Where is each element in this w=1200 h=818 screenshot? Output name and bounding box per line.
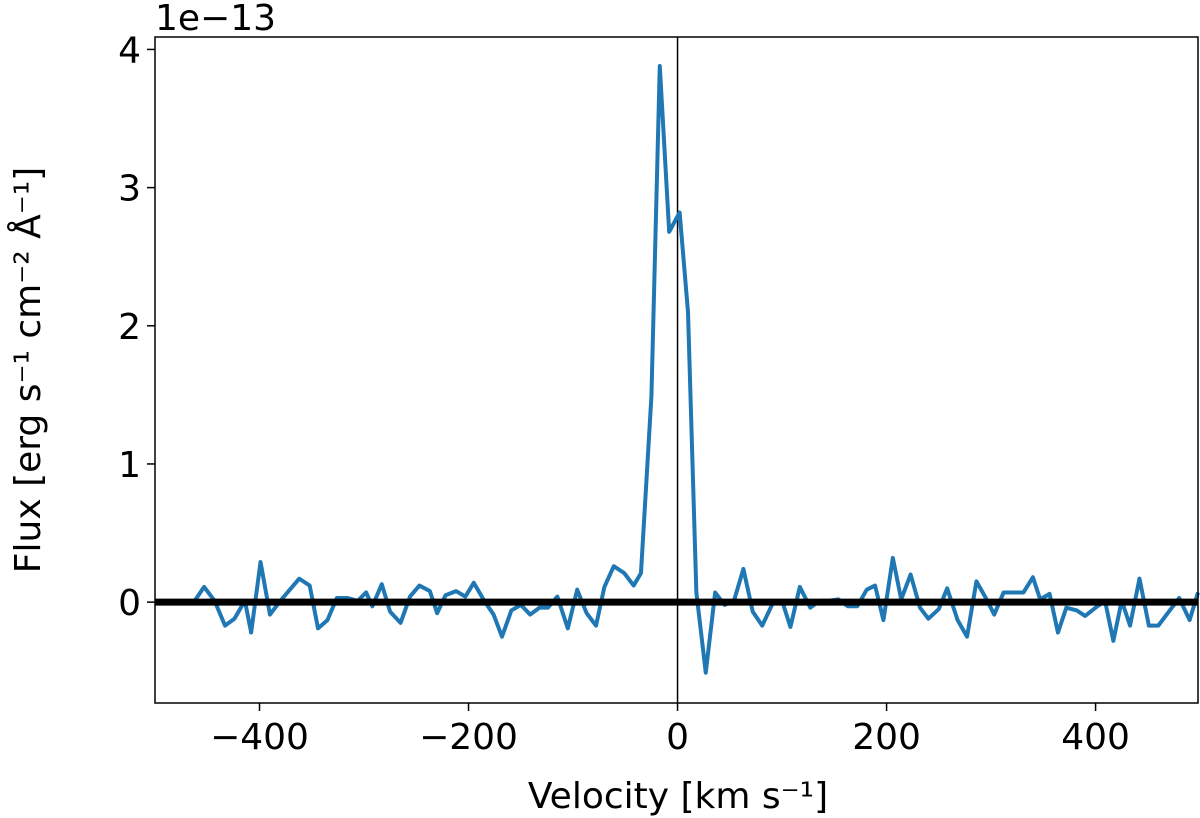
y-tick-label: 0 [118, 583, 141, 624]
x-tick-label: 0 [666, 717, 689, 758]
data-line [193, 64, 1200, 675]
plot-frame [154, 36, 1199, 704]
y-tick-label: 3 [118, 169, 141, 210]
x-tick-label: −400 [210, 717, 309, 758]
y-tick-label: 1 [118, 445, 141, 486]
x-tick-label: −200 [419, 717, 518, 758]
y-axis-label: Flux [erg s⁻¹ cm⁻² Å⁻¹] [6, 167, 49, 573]
offset-text: 1e−13 [155, 0, 276, 39]
y-tick-label: 4 [118, 30, 141, 71]
x-axis-label: Velocity [km s⁻¹] [528, 776, 828, 817]
y-tick-label: 2 [118, 307, 141, 348]
x-tick-label: 400 [1061, 717, 1130, 758]
x-tick-label: 200 [852, 717, 921, 758]
